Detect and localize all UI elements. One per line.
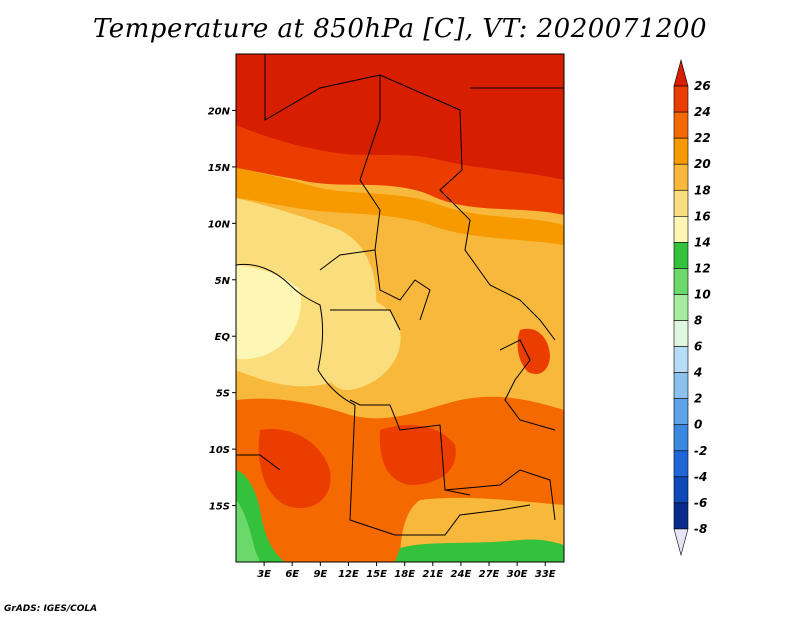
- colorbar-label: 8: [694, 314, 702, 328]
- country-borders: [236, 54, 564, 536]
- lon-tick-label: 18E: [394, 569, 415, 580]
- region-coast-pale: [236, 265, 301, 360]
- longitude-axis: 3E 6E 9E 12E 15E 18E 21E 24E 27E 30E 33E: [257, 562, 556, 580]
- lon-tick-label: 6E: [285, 569, 299, 580]
- colorbar-label: 0: [694, 418, 702, 432]
- colorbar-label: 20: [694, 157, 711, 171]
- colorbar-swatch: [673, 163, 689, 191]
- lon-tick-label: 9E: [313, 569, 327, 580]
- colorbar-label: 14: [694, 235, 711, 249]
- colorbar-swatch: [673, 320, 689, 347]
- colorbar-swatch: [673, 111, 689, 139]
- colorbar-label: 24: [694, 105, 711, 119]
- lat-tick-label: 10S: [209, 445, 230, 456]
- temperature-field: [236, 54, 564, 562]
- latitude-axis: 20N 15N 10N 5N EQ 5S 10S 15S: [208, 106, 236, 513]
- colorbar-swatch: [673, 242, 689, 269]
- lat-tick-label: 10N: [208, 219, 231, 230]
- lat-tick-label: 15S: [209, 502, 230, 513]
- region-southwest-hot: [258, 429, 331, 509]
- lon-tick-label: 30E: [507, 569, 528, 580]
- credit-text: GrADS: IGES/COLA: [4, 604, 98, 614]
- colorbar-swatch: [673, 189, 689, 217]
- colorbar-label: -4: [694, 470, 707, 484]
- colorbar-label: 10: [694, 287, 711, 301]
- colorbar-label: 6: [694, 340, 702, 354]
- lon-tick-label: 15E: [366, 569, 387, 580]
- colorbar-label: 26: [694, 79, 711, 93]
- colorbar-label: 16: [694, 209, 711, 223]
- lon-tick-label: 12E: [338, 569, 359, 580]
- colorbar-swatch: [673, 85, 689, 113]
- colorbar-swatch: [673, 137, 689, 165]
- colorbar-swatch: [673, 398, 689, 426]
- colorbar-swatch: [673, 424, 689, 452]
- lat-tick-label: 15N: [208, 163, 231, 174]
- region-central-mild: [321, 296, 401, 391]
- colorbar-label: 22: [694, 131, 711, 145]
- colorbar-label: -6: [694, 496, 707, 510]
- lon-tick-label: 21E: [422, 569, 443, 580]
- lat-tick-label: 20N: [208, 106, 231, 117]
- colorbar-swatch: [673, 294, 689, 321]
- colorbar-label: -2: [694, 444, 707, 458]
- colorbar-swatch: [673, 450, 689, 478]
- colorbar-label: 18: [694, 183, 711, 197]
- region-north-orange: [236, 168, 564, 245]
- lat-tick-label: EQ: [215, 332, 231, 343]
- colorbar-swatch: [673, 268, 689, 295]
- region-east-lake: [517, 328, 550, 375]
- colorbar-swatch: [673, 216, 689, 243]
- lat-tick-label: 5S: [216, 389, 230, 400]
- region-north-band-hot: [236, 54, 564, 180]
- lat-tick-label: 5N: [215, 276, 231, 287]
- region-southwest-lightgreen: [236, 500, 260, 562]
- colorbar-swatch: [673, 502, 689, 530]
- colorbar-swatch: [673, 346, 689, 373]
- colorbar-label: 4: [693, 366, 702, 380]
- colorbar-swatch: [673, 58, 689, 87]
- colorbar-swatch: [673, 528, 689, 557]
- lon-tick-label: 27E: [479, 569, 500, 580]
- colorbar-label: -8: [694, 522, 707, 536]
- colorbar-label: 12: [694, 261, 711, 275]
- lon-tick-label: 3E: [257, 569, 271, 580]
- colorbar-label: 2: [694, 392, 702, 406]
- colorbar-swatch: [673, 476, 689, 504]
- region-south-hot: [379, 425, 456, 485]
- map-title: Temperature at 850hPa [C], VT: 202007120…: [92, 14, 708, 44]
- lon-tick-label: 24E: [451, 569, 472, 580]
- region-south-green: [395, 539, 564, 562]
- map-frame: [235, 53, 565, 563]
- colorbar-swatch: [673, 372, 689, 399]
- lon-tick-label: 33E: [535, 569, 556, 580]
